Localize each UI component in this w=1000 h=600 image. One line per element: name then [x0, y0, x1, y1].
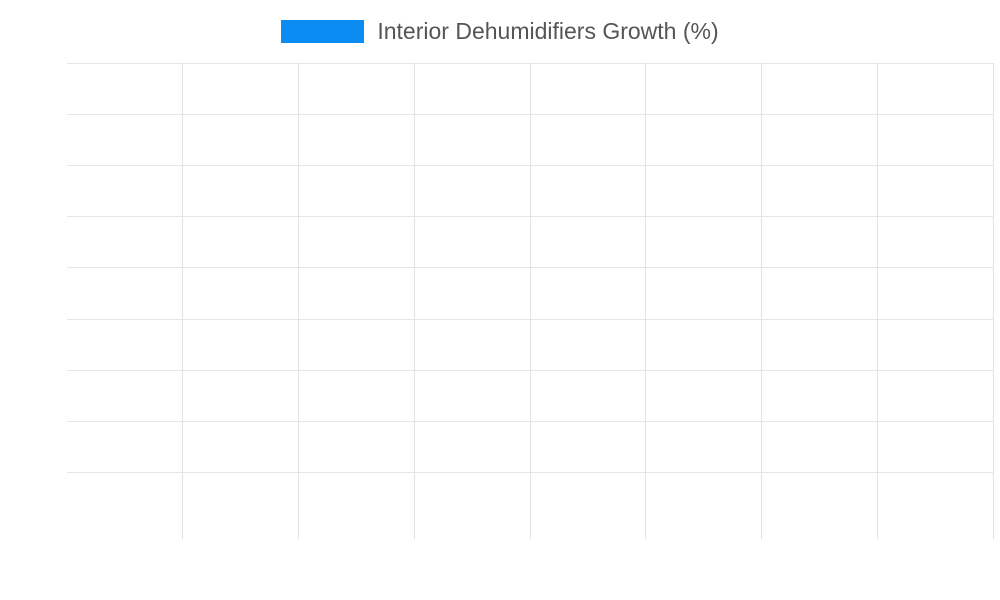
h-gridline — [67, 216, 994, 218]
v-gridline — [529, 63, 531, 539]
h-gridline — [67, 165, 994, 167]
v-gridline — [181, 63, 183, 539]
h-gridline — [67, 369, 994, 371]
plot-area — [67, 63, 994, 539]
legend-swatch — [281, 20, 365, 43]
legend: Interior Dehumidifiers Growth (%) — [0, 19, 1000, 44]
h-gridline — [67, 114, 994, 116]
v-gridline — [877, 63, 879, 539]
v-gridline — [993, 63, 994, 539]
h-gridline — [67, 267, 994, 269]
v-gridline — [413, 63, 415, 539]
legend-label: Interior Dehumidifiers Growth (%) — [377, 18, 719, 44]
v-gridline — [645, 63, 647, 539]
h-gridline — [67, 420, 994, 422]
v-gridline — [297, 63, 299, 539]
h-gridline — [67, 471, 994, 473]
h-gridline — [67, 318, 994, 320]
h-gridline — [67, 63, 994, 64]
v-gridline — [761, 63, 763, 539]
